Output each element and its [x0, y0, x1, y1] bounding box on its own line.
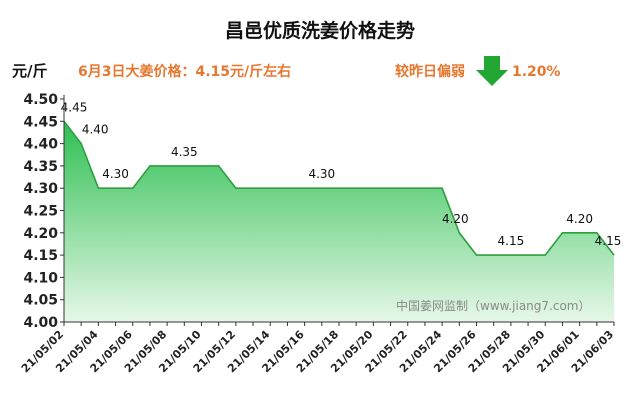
data-label: 4.35	[171, 145, 198, 159]
y-tick-label: 4.45	[23, 114, 58, 130]
y-tick-labels: 4.00 4.05 4.10 4.15 4.20 4.25 4.30 4.35 4.40 4.45…	[23, 92, 58, 331]
y-tick-label: 4.20	[23, 226, 58, 242]
y-tick-label: 4.40	[23, 137, 58, 153]
data-label: 4.15	[498, 234, 525, 248]
data-labels: 4.454.404.304.354.304.204.154.204.15	[61, 100, 622, 248]
change-percent: 1.20%	[512, 64, 561, 80]
y-tick-label: 4.00	[23, 315, 58, 331]
trend-text: 较昨日偏弱	[395, 63, 465, 80]
y-tick-label: 4.05	[23, 293, 58, 309]
price-line	[63, 120, 615, 256]
chart-title: 昌邑优质洗姜价格走势	[225, 19, 415, 42]
x-tick-labels: 21/05/0221/05/0421/05/0621/05/0821/05/10…	[19, 328, 616, 376]
y-tick-label: 4.10	[23, 270, 58, 286]
axis-layer	[60, 95, 615, 326]
watermark: 中国姜网监制（www.jiang7.com）	[396, 298, 590, 313]
data-label: 4.20	[442, 212, 469, 226]
data-label: 4.20	[566, 212, 593, 226]
data-label: 4.15	[595, 234, 622, 248]
y-tick-label: 4.15	[23, 248, 58, 264]
y-tick-label: 4.25	[23, 204, 58, 220]
data-label: 4.45	[61, 100, 88, 114]
down-arrow-icon	[476, 56, 508, 86]
data-label: 4.30	[102, 167, 129, 181]
price-headline: 6月3日大姜价格：4.15元/斤左右	[78, 63, 291, 80]
y-axis-unit: 元/斤	[12, 62, 47, 80]
y-tick-label: 4.35	[23, 159, 58, 175]
price-area	[64, 121, 614, 322]
data-label: 4.40	[82, 123, 109, 137]
y-tick-label: 4.50	[23, 92, 58, 108]
area-layer	[63, 120, 615, 322]
y-tick-label: 4.30	[23, 181, 58, 197]
data-label: 4.30	[308, 167, 335, 181]
